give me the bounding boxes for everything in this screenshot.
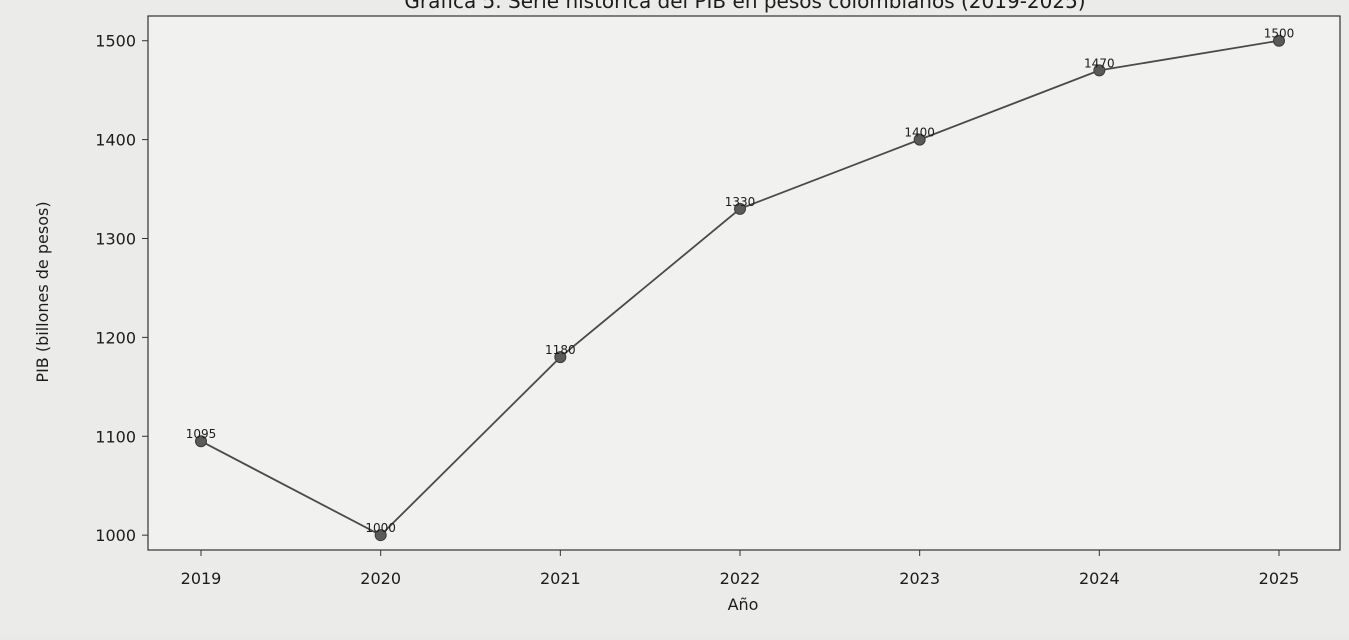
x-tick-label: 2021 — [540, 569, 581, 588]
x-tick-label: 2024 — [1079, 569, 1120, 588]
y-tick-label: 1100 — [95, 427, 136, 446]
y-tick-label: 1300 — [95, 230, 136, 249]
y-axis-label: PIB (billones de pesos) — [33, 201, 52, 382]
axes: 2019 2020 2021 2022 2023 2024 2025 1000 1100 1200… — [95, 15, 1341, 588]
plot-frame — [147, 15, 1341, 551]
data-label: 1470 — [1084, 56, 1115, 70]
data-point — [195, 435, 207, 448]
data-point — [1273, 34, 1285, 47]
series-layer — [195, 34, 1285, 542]
y-tick-label: 1200 — [95, 328, 136, 347]
data-point — [1093, 64, 1106, 77]
x-tick-label: 2025 — [1259, 569, 1300, 588]
data-point — [554, 351, 567, 364]
x-tick-label: 2022 — [720, 569, 761, 588]
data-label: 1000 — [365, 521, 396, 535]
plot-area — [148, 16, 1340, 550]
y-tick-label: 1000 — [95, 526, 136, 545]
y-tick-label: 1400 — [95, 131, 136, 150]
x-tick-label: 2019 — [181, 569, 222, 588]
chart-title: Gráfica 5. Serie histórica del PIB en pe… — [404, 0, 1085, 13]
data-labels: 1095 1000 1180 1330 1400 1470 1500 — [186, 27, 1295, 535]
y-tick-label: 1500 — [95, 32, 136, 51]
x-tick-label: 2023 — [899, 569, 940, 588]
data-label: 1500 — [1264, 27, 1295, 41]
x-axis-label: Año — [728, 595, 759, 614]
data-point — [913, 133, 926, 146]
x-tick-label: 2020 — [360, 569, 401, 588]
data-label: 1330 — [725, 195, 756, 209]
data-label: 1180 — [545, 343, 576, 357]
data-label: 1095 — [186, 427, 217, 441]
data-point — [374, 529, 387, 542]
data-point — [734, 202, 746, 215]
data-label: 1400 — [904, 126, 935, 140]
